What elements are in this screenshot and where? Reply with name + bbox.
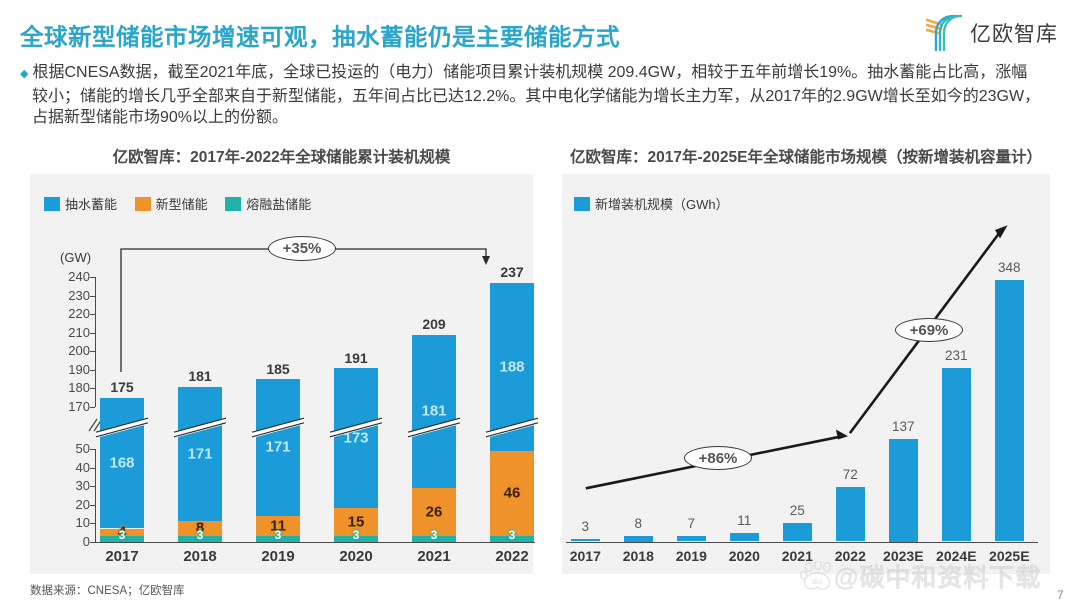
- svg-text:du: du: [812, 577, 822, 586]
